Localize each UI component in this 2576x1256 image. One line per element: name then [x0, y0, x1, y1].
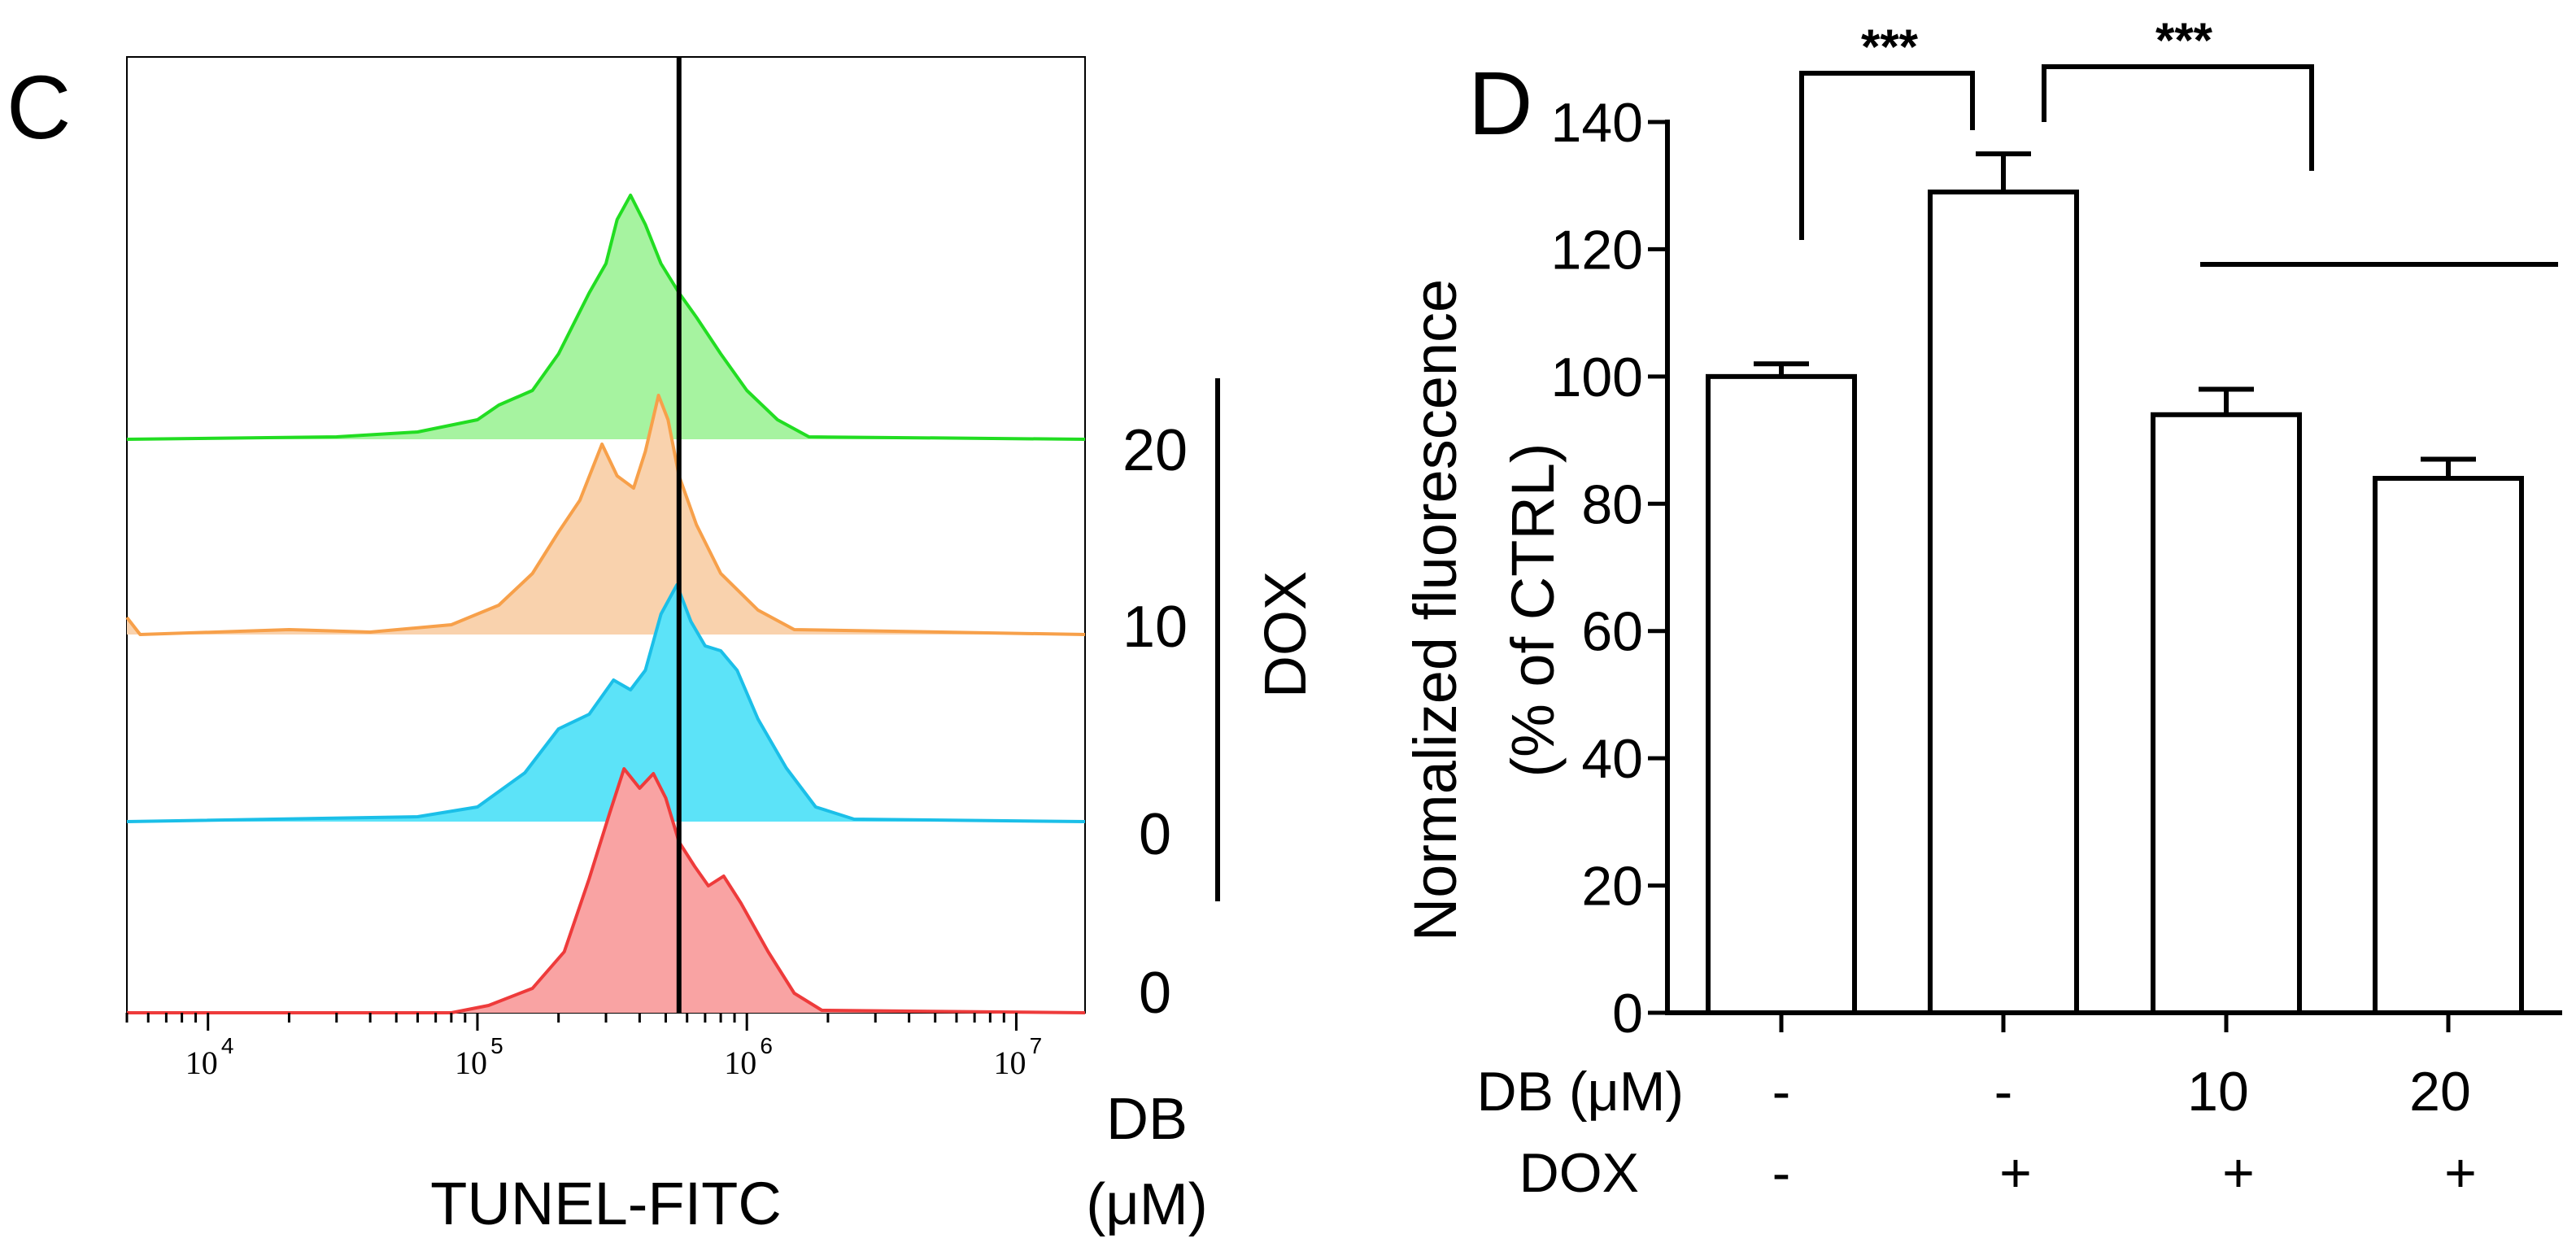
histogram-outline-3 [127, 767, 1086, 1014]
significance-label-0: *** [1861, 20, 1919, 74]
d-y-axis-title-line2: (% of CTRL) [1499, 443, 1567, 777]
histogram-fill-3 [127, 769, 1085, 1013]
dox-row-label: DOX [1519, 1142, 1639, 1204]
d-significance: *** *** [1799, 13, 2314, 240]
histogram-outline-0 [126, 194, 1086, 441]
d-y-tick-label-4: 80 [1581, 473, 1643, 535]
panel-d-letter: D [1468, 54, 1532, 154]
c-tick-exponent-1: 5 [490, 1033, 503, 1058]
db-label: DB [1106, 1087, 1188, 1152]
histogram-outline-2 [126, 583, 1086, 823]
db-unit-label: (μM) [1086, 1172, 1207, 1237]
bar-1 [1928, 190, 2079, 1016]
c-tick-label-3: 10 [993, 1044, 1026, 1081]
d-y-tick-label-3: 60 [1581, 601, 1643, 663]
c-tick-label-2: 10 [724, 1044, 756, 1081]
bar-0 [1706, 373, 1857, 1016]
dox-value-2: + [2222, 1142, 2255, 1204]
db-value-3: 20 [2409, 1061, 2471, 1123]
stack-label-1: 10 [1122, 595, 1188, 660]
histogram-fill-0 [127, 195, 1085, 439]
histogram-outline-1 [125, 394, 1086, 636]
significance-label-1: *** [2155, 13, 2213, 68]
d-y-tick-label-6: 120 [1551, 219, 1643, 281]
stack-label-3: 0 [1139, 961, 1171, 1026]
d-y-tick-label-7: 140 [1551, 92, 1643, 154]
dox-value-0: - [1772, 1142, 1791, 1204]
stack-label-0: 20 [1122, 418, 1188, 483]
d-y-tick-labels: 0 20 40 60 80 100 120 140 [1551, 92, 1643, 1044]
db-row-label: DB (μM) [1477, 1061, 1684, 1123]
bar-3 [2373, 476, 2524, 1015]
d-y-tick-label-2: 40 [1581, 728, 1643, 790]
c-tick-label-0: 10 [185, 1044, 218, 1081]
d-y-axis-title-line1: Normalized fluorescence [1401, 279, 1469, 941]
db-value-2: 10 [2187, 1061, 2249, 1123]
bar-2 [2151, 412, 2302, 1015]
db-value-0: - [1772, 1061, 1791, 1123]
significance-bracket-1 [2042, 64, 2314, 171]
d-category-labels: - - - +10 +20 + [1772, 1061, 2477, 1204]
panel-c-letter: C [7, 58, 71, 158]
d-y-tick-label-1: 20 [1581, 856, 1643, 918]
stack-label-2: 0 [1139, 802, 1171, 867]
dox-label: DOX [1253, 571, 1319, 698]
db-value-1: - [1994, 1061, 2013, 1123]
stack-labels: 20 10 0 0 [1122, 418, 1188, 1026]
c-x-axis-ticks [125, 1013, 1018, 1031]
d-y-tick-label-5: 100 [1551, 347, 1643, 408]
d-error-bars [1754, 151, 2476, 478]
c-x-axis-tick-labels: 10 4 10 5 10 6 10 7 [185, 1033, 1043, 1081]
d-y-tick-label-0: 0 [1612, 983, 1643, 1044]
c-tick-label-1: 10 [455, 1044, 487, 1081]
dox-value-1: + [1999, 1142, 2032, 1204]
d-bars [1706, 190, 2524, 1016]
histogram-stack [125, 194, 1086, 1014]
histogram-fill-1 [127, 395, 1085, 635]
c-tick-exponent-3: 7 [1030, 1033, 1043, 1058]
c-tick-exponent-0: 4 [221, 1033, 234, 1058]
significance-bracket-0 [1799, 71, 1975, 240]
histogram-fill-2 [127, 585, 1085, 822]
dox-value-3: + [2444, 1142, 2477, 1204]
c-tick-exponent-2: 6 [760, 1033, 773, 1058]
c-x-axis-title: TUNEL-FITC [430, 1170, 782, 1237]
